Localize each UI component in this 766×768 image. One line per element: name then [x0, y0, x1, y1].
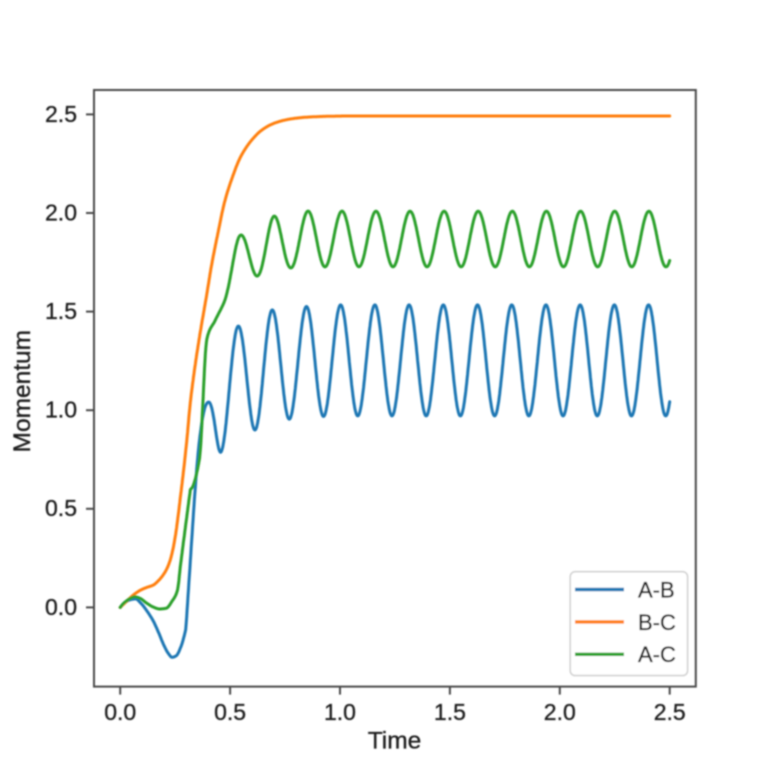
svg-text:0.0: 0.0 — [45, 594, 77, 620]
svg-text:2.0: 2.0 — [544, 699, 576, 725]
svg-text:1.5: 1.5 — [434, 699, 466, 725]
svg-text:B-C: B-C — [638, 610, 676, 635]
svg-text:1.5: 1.5 — [45, 298, 77, 324]
svg-text:0.5: 0.5 — [45, 495, 77, 521]
svg-text:Time: Time — [368, 728, 422, 755]
svg-text:2.5: 2.5 — [45, 101, 77, 127]
svg-text:1.0: 1.0 — [45, 397, 77, 423]
svg-text:1.0: 1.0 — [324, 699, 356, 725]
svg-text:2.0: 2.0 — [45, 199, 77, 225]
svg-text:A-B: A-B — [638, 577, 675, 602]
svg-text:0.5: 0.5 — [214, 699, 246, 725]
svg-text:Momentum: Momentum — [9, 330, 36, 453]
svg-text:0.0: 0.0 — [104, 699, 136, 725]
svg-text:A-C: A-C — [638, 642, 676, 667]
svg-text:2.5: 2.5 — [654, 699, 686, 725]
